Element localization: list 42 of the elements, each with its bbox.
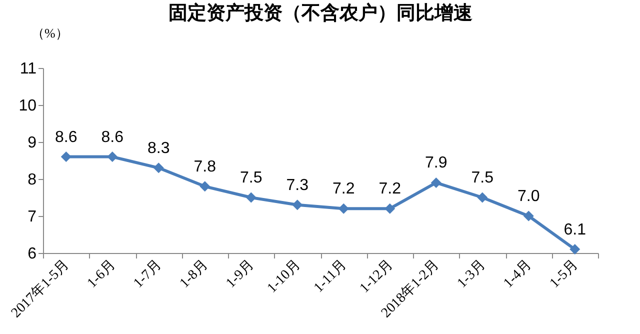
x-tick-label: 1-12月 [357, 258, 396, 296]
point [246, 192, 256, 203]
y-tick-label: 6 [28, 246, 37, 262]
x-tick-label: 1-11月 [311, 258, 350, 296]
point [477, 192, 488, 203]
x-tick-label: 1-9月 [224, 258, 258, 292]
text: 8.6 [101, 128, 124, 146]
x-tick-label: 1-8月 [177, 258, 212, 292]
text: 7.0 [518, 188, 540, 205]
text: 8.3 [148, 140, 170, 157]
point [200, 181, 210, 192]
text: 7.2 [332, 180, 355, 198]
text: 7.3 [286, 176, 308, 194]
y-axis-title: （%） [32, 26, 68, 40]
text: 7.2 [378, 180, 401, 198]
point [338, 203, 349, 214]
point [292, 200, 303, 210]
x-tick-label: 1-5月 [547, 258, 582, 292]
chart-title: 固定资产投资（不含农户）同比增速 [168, 2, 472, 24]
text: 7.5 [240, 170, 262, 186]
y-tick-label: 9 [28, 134, 37, 152]
y-tick-label: 7 [28, 208, 37, 226]
x-tick-label: 1-4月 [501, 258, 535, 292]
point [570, 244, 580, 255]
point [60, 152, 72, 162]
point [153, 162, 164, 174]
point [523, 210, 534, 222]
text: 6.1 [564, 221, 586, 238]
x-tick-label: 1-10月 [264, 258, 304, 296]
x-tick-label: 1-6月 [84, 258, 119, 292]
point [430, 177, 442, 188]
text: 7.9 [425, 154, 448, 172]
text: 7.5 [471, 170, 494, 186]
point [107, 152, 118, 162]
x-tick-label: 1-7月 [131, 258, 165, 292]
x-tick-label: 1-3月 [454, 258, 489, 292]
y-tick-label: 11 [20, 60, 37, 78]
point [384, 203, 396, 214]
y-tick-label: 8 [28, 172, 37, 188]
text: 8.6 [55, 128, 78, 146]
text: 7.8 [194, 158, 216, 176]
y-tick-label: 10 [18, 98, 37, 114]
